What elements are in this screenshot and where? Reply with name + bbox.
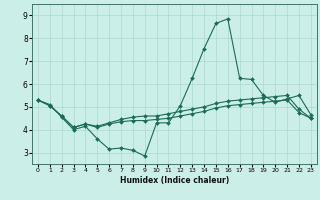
X-axis label: Humidex (Indice chaleur): Humidex (Indice chaleur) (120, 176, 229, 185)
